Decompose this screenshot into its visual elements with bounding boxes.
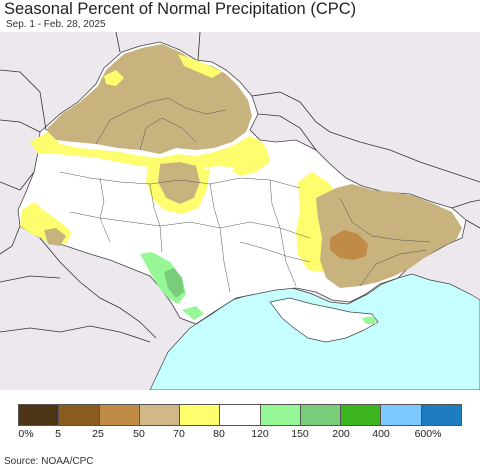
southwest-green bbox=[164, 268, 184, 298]
legend-label: 70 bbox=[173, 428, 185, 440]
legend-label: 150 bbox=[291, 428, 309, 440]
legend-swatch-5 bbox=[59, 405, 100, 425]
map-title: Seasonal Percent of Normal Precipitation… bbox=[4, 0, 357, 18]
west-tan-spot bbox=[44, 228, 66, 246]
country-borders bbox=[0, 32, 480, 343]
internal-boundaries bbox=[59, 97, 431, 293]
legend-swatch-70 bbox=[180, 405, 221, 425]
source-credit: Source: NOAA/CPC bbox=[4, 456, 94, 467]
north-yellow-top bbox=[178, 54, 222, 78]
legend-swatch-600 bbox=[421, 405, 461, 425]
legend-label: 50 bbox=[133, 428, 145, 440]
crimea-green bbox=[362, 316, 376, 324]
legend-label: 120 bbox=[251, 428, 269, 440]
legend-swatch-0 bbox=[19, 405, 60, 425]
precipitation-map bbox=[0, 32, 480, 390]
north-yellow-top-left bbox=[104, 70, 124, 86]
central-tan-lobe bbox=[158, 162, 200, 204]
legend-label: 0% bbox=[18, 428, 34, 440]
east-tan-region bbox=[316, 184, 462, 288]
legend-swatch-120 bbox=[260, 405, 301, 425]
map-subtitle: Sep. 1 - Feb. 28, 2025 bbox=[6, 19, 106, 30]
legend-label: 5 bbox=[55, 428, 61, 440]
north-yellow-fringe bbox=[30, 132, 268, 172]
legend-labels: 0% 5 25 50 70 80 120 150 200 400 600% bbox=[0, 428, 480, 442]
central-yellow-lobe bbox=[146, 164, 210, 214]
legend-swatch-25 bbox=[99, 405, 140, 425]
legend-swatch-150 bbox=[300, 405, 342, 425]
legend-swatch-400 bbox=[381, 405, 422, 425]
north-east-yellow bbox=[232, 146, 270, 176]
crimea bbox=[269, 297, 379, 343]
legend-swatch-50 bbox=[139, 405, 181, 425]
legend-swatch-80 bbox=[220, 405, 261, 425]
legend-colorbar bbox=[18, 404, 462, 426]
legend-label: 80 bbox=[213, 428, 225, 440]
coast-light-green bbox=[182, 306, 204, 320]
east-brown-patch bbox=[330, 230, 368, 260]
legend-label: 600% bbox=[414, 428, 442, 440]
legend-label: 200 bbox=[332, 428, 350, 440]
legend-label: 25 bbox=[92, 428, 104, 440]
legend-swatch-200 bbox=[341, 405, 382, 425]
legend-label: 400 bbox=[372, 428, 390, 440]
